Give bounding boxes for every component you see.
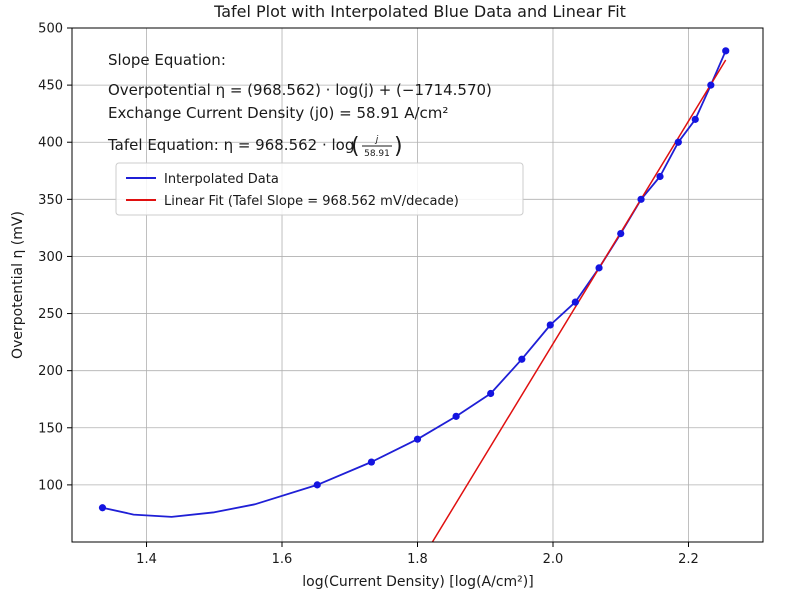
tafel-numerator: j [374, 135, 379, 145]
y-tick-label: 250 [38, 307, 63, 322]
tafel-equation: Tafel Equation: η = 968.562 · log [107, 136, 354, 154]
x-tick-label: 1.8 [407, 552, 428, 567]
overpotential-equation: Overpotential η = (968.562) · log(j) + (… [108, 81, 492, 99]
data-point [487, 389, 495, 398]
y-axis-label: Overpotential η (mV) [10, 211, 26, 359]
x-tick-label: 1.4 [136, 552, 157, 567]
y-tick-label: 300 [38, 250, 63, 265]
data-point [313, 481, 321, 489]
marker-layer [98, 47, 730, 512]
y-tick-label: 200 [38, 364, 63, 379]
y-tick-label: 500 [38, 22, 63, 37]
y-tick-label: 450 [38, 79, 63, 94]
y-tick-label: 150 [38, 421, 63, 436]
legend-box [115, 162, 524, 216]
data-point [674, 138, 682, 146]
y-tick-label: 100 [38, 478, 63, 493]
slope-heading: Slope Equation: [108, 51, 226, 69]
data-point [595, 264, 603, 272]
equation-annotations: Slope Equation: Overpotential η = (968.5… [107, 51, 492, 159]
data-point [367, 458, 376, 466]
data-point [617, 230, 625, 238]
tafel-left-paren: ( [351, 134, 360, 159]
data-point [707, 81, 715, 89]
legend: Interpolated Data Linear Fit (Tafel Slop… [115, 162, 524, 216]
data-point [518, 355, 526, 363]
x-tick-label: 1.6 [272, 552, 293, 567]
x-tick-label: 2.2 [678, 552, 699, 567]
series-layer [102, 50, 727, 542]
chart-title: Tafel Plot with Interpolated Blue Data a… [213, 2, 626, 21]
exchange-current-density: Exchange Current Density (j0) = 58.91 A/… [108, 104, 448, 122]
data-point [413, 435, 422, 443]
data-point [546, 321, 554, 329]
tafel-right-paren: ) [394, 134, 403, 159]
data-point [722, 47, 730, 55]
data-point [637, 195, 645, 203]
data-point [571, 298, 579, 306]
data-point [656, 172, 664, 181]
axis-ticks: 1.4 1.6 1.8 2.0 2.2 100 150 200 250 300 350 400 450 5… [38, 22, 699, 568]
x-axis-label: log(Current Density) [log(A/cm²)] [302, 574, 533, 590]
legend-label-linear-fit: Linear Fit (Tafel Slope = 968.562 mV/dec… [164, 194, 459, 209]
data-point [98, 504, 107, 512]
data-point [691, 115, 699, 123]
tafel-denominator: 58.91 [364, 149, 390, 159]
x-tick-label: 2.0 [543, 552, 564, 567]
data-point [452, 412, 460, 420]
legend-label-interpolated: Interpolated Data [164, 172, 279, 187]
y-tick-label: 400 [38, 136, 63, 151]
y-tick-label: 350 [38, 193, 63, 208]
